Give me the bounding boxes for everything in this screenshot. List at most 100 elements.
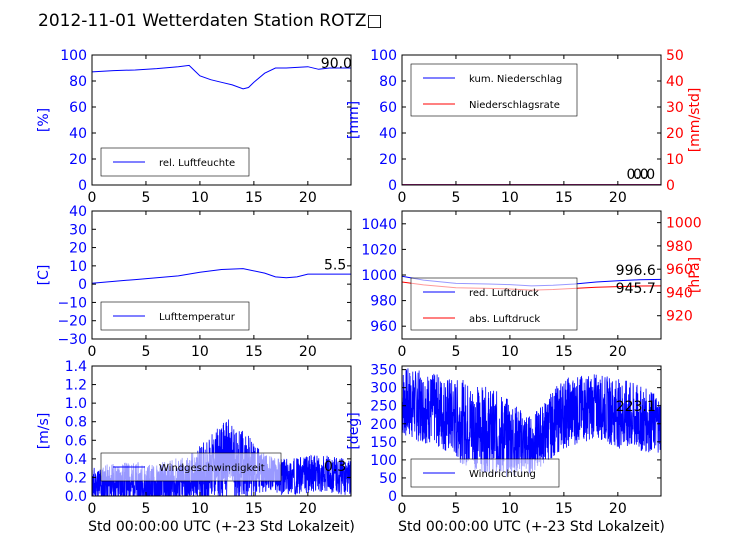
y-tick-label: 1040: [361, 217, 397, 233]
series-line-windrichtung: [402, 368, 661, 477]
x-axis-label: Std 00:00:00 UTC (+-23 Std Lokalzeit): [398, 519, 665, 535]
y-tick-label: 0.0: [65, 489, 87, 505]
axes-frame: [401, 54, 662, 186]
y-tick-label: 1020: [361, 242, 397, 258]
value-annotation: 5.5: [324, 258, 346, 274]
y-tick-label: 60: [69, 100, 87, 116]
value-annotation: 0.0: [626, 167, 648, 183]
y-tick-label: 30: [69, 222, 87, 238]
y-tick-label: 150: [370, 435, 397, 451]
x-tick-label: 15: [245, 344, 263, 360]
x-tick-label: 0: [88, 190, 97, 206]
y-tick-label: 300: [370, 381, 397, 397]
y-tick-label: 0.8: [65, 415, 87, 431]
y2-tick-label: 920: [666, 309, 693, 325]
x-tick-label: 10: [501, 501, 519, 517]
value-annotation: 0.3: [324, 459, 346, 475]
x-tick-label: 10: [191, 501, 209, 517]
y-tick-label: 40: [69, 126, 87, 142]
x-tick-label: 5: [141, 501, 150, 517]
y-tick-label: 350: [370, 363, 397, 379]
y2-tick-label: 30: [666, 100, 684, 116]
x-tick-label: 15: [555, 344, 573, 360]
x-tick-label: 5: [451, 501, 460, 517]
y2-tick-label: 940: [666, 285, 693, 301]
x-tick-label: 5: [141, 190, 150, 206]
y-axis-label: [m/s]: [36, 413, 52, 450]
x-tick-label: 15: [555, 501, 573, 517]
y-tick-label: 40: [379, 126, 397, 142]
y-tick-label: 1.0: [65, 396, 87, 412]
y2-tick-label: 0: [666, 178, 675, 194]
axes-frame: [91, 210, 352, 340]
x-tick-label: 10: [501, 344, 519, 360]
x-tick-label: 20: [299, 501, 317, 517]
legend-label: Lufttemperatur: [159, 312, 236, 323]
panel-niederschlag: 0 5 10 15 20 0 20 40 60 80 100 0 10 20 30 40 50 [mm/std] […: [346, 48, 703, 206]
figure-title: 2012-11-01 Wetterdaten Station ROTZ□: [38, 11, 383, 31]
y-tick-label: −10: [57, 295, 87, 311]
y-tick-label: 0: [78, 178, 87, 194]
y-tick-label: 0.4: [65, 452, 87, 468]
value-annotation: 90.0: [321, 56, 352, 72]
y-tick-label: 100: [370, 48, 397, 64]
y-tick-label: 20: [379, 152, 397, 168]
y-tick-label: −30: [57, 332, 87, 348]
x-tick-label: 5: [451, 190, 460, 206]
x-tick-label: 0: [398, 501, 407, 517]
series-group: [92, 64, 351, 90]
y-tick-label: 10: [69, 259, 87, 275]
y2-axis-label: [mm/std]: [687, 88, 703, 153]
x-tick-label: 20: [609, 501, 627, 517]
y-tick-label: 50: [379, 471, 397, 487]
legend-label: Windrichtung: [469, 469, 536, 480]
series-line-rel-luftfeuchte: [92, 64, 351, 90]
legend-label: kum. Niederschlag: [469, 74, 562, 85]
y-tick-label: 1000: [361, 268, 397, 284]
y-tick-label: 960: [370, 319, 397, 335]
y-tick-label: 0: [78, 277, 87, 293]
y-tick-label: 20: [69, 241, 87, 257]
legend-label: red. Luftdruck: [469, 288, 539, 299]
y-tick-label: 80: [379, 74, 397, 90]
y-tick-label: 0: [388, 178, 397, 194]
panel-windgeschwindigkeit: 0 5 10 15 20 0.0 0.2 0.4 0.6 0.8 1.0 1.2 1.4 [m/s] Std…: [36, 359, 355, 535]
legend-label: abs. Luftdruck: [469, 314, 540, 325]
y-tick-label: 0: [388, 489, 397, 505]
panel-rel-luftfeuchte: 0 5 10 15 20 0 20 40 60 80 100 [%] rel. Luftfeuchte 9…: [36, 48, 352, 206]
y-tick-label: 0.2: [65, 470, 87, 486]
series-group: [92, 268, 351, 284]
panel-lufttemperatur: 0 5 10 15 20 −30 −20 −10 0 10 20 30 40 [C] Lufttempera…: [36, 204, 352, 360]
x-tick-label: 0: [398, 190, 407, 206]
y2-tick-label: 1000: [666, 216, 702, 232]
x-tick-label: 0: [398, 344, 407, 360]
x-tick-label: 20: [299, 190, 317, 206]
axes-frame: [91, 54, 352, 186]
x-axis-label: Std 00:00:00 UTC (+-23 Std Lokalzeit): [88, 519, 355, 535]
y-tick-label: 250: [370, 399, 397, 415]
y2-tick-label: 40: [666, 74, 684, 90]
y2-tick-label: 960: [666, 262, 693, 278]
y-axis-label: [C]: [36, 265, 52, 286]
y-tick-label: 20: [69, 152, 87, 168]
y-tick-label: 0.6: [65, 433, 87, 449]
x-tick-label: 20: [609, 190, 627, 206]
legend-box: [410, 277, 578, 331]
y2-tick-label: 20: [666, 126, 684, 142]
y2-axis-label: [hPa]: [687, 257, 703, 293]
legend-box: [410, 63, 578, 117]
y-tick-label: −20: [57, 314, 87, 330]
y-axis-label: [%]: [36, 108, 52, 132]
value-annotation: 223.1: [616, 399, 656, 415]
x-tick-label: 20: [299, 344, 317, 360]
y2-tick-label: 50: [666, 48, 684, 64]
axes-frame: [401, 365, 662, 497]
y2-tick-label: 980: [666, 239, 693, 255]
x-tick-label: 5: [141, 344, 150, 360]
x-tick-label: 0: [88, 501, 97, 517]
value-annotation: 0.0: [633, 167, 655, 183]
axes-frame: [91, 365, 352, 497]
legend-label: Niederschlagsrate: [469, 100, 560, 111]
